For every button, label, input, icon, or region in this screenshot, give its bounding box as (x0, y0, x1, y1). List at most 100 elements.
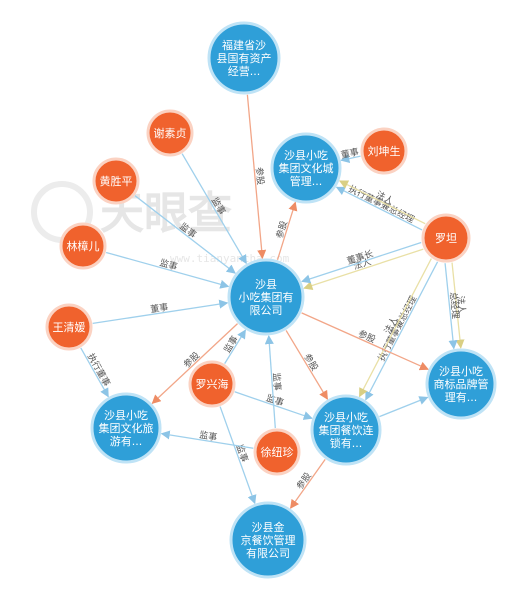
node-label: 罗兴海 (196, 377, 229, 391)
edge-line (285, 330, 329, 400)
edge-label: 监事 (264, 392, 285, 409)
node-circle[interactable] (92, 157, 140, 205)
person-node-luoxh[interactable]: 罗兴海 (188, 360, 236, 408)
node-label: 管理... (290, 174, 323, 188)
person-node-xie[interactable]: 谢素贞 (146, 109, 194, 157)
edge-wang-center: 董事 (92, 299, 229, 325)
edge-line (80, 347, 109, 398)
edge-line (444, 263, 458, 350)
edge-line (335, 186, 423, 231)
edge-line (303, 248, 424, 290)
edge-label: 法人 (454, 295, 468, 314)
edge-line (181, 153, 247, 265)
edge-line (451, 262, 465, 349)
company-node-pinpai[interactable]: 沙县小吃商标品牌管理有... (425, 348, 497, 420)
person-node-lin[interactable]: 林樟儿 (59, 222, 107, 270)
node-label: 谢素贞 (154, 126, 187, 140)
edge-line (134, 195, 236, 274)
company-node-lvyou[interactable]: 沙县小吃集团文化旅游有... (90, 392, 162, 464)
node-circle[interactable] (90, 392, 162, 464)
node-label: 游有... (110, 434, 143, 448)
edge-xu-lvyou: 监事 (160, 429, 254, 449)
edge-label: 董事 (150, 301, 170, 316)
node-label: 罗坦 (435, 231, 457, 245)
edge-luo-center: 董事长 (301, 241, 422, 284)
edge-line (301, 312, 429, 371)
node-label: 沙县小吃 (324, 411, 368, 424)
edge-line (160, 430, 254, 449)
edge-line (365, 261, 439, 401)
edge-fujian-center: 参股 (246, 94, 267, 260)
node-circle[interactable] (425, 348, 497, 420)
edge-luo-canyin: 法人 (358, 258, 432, 398)
node-circle[interactable] (207, 21, 281, 95)
edge-label: 参股 (273, 219, 290, 240)
edge-line (276, 201, 298, 260)
node-label: 锁有... (330, 436, 363, 450)
node-label: 京餐饮管理 (241, 533, 296, 547)
edge-line (246, 94, 267, 260)
edge-label: 参股 (253, 167, 267, 186)
edge-canyin-jinjing: 参股 (290, 458, 326, 509)
node-circle[interactable] (360, 127, 408, 175)
edge-label: 参股 (301, 351, 321, 373)
person-node-liu[interactable]: 刘坤生 (360, 127, 408, 175)
edge-line (290, 458, 326, 509)
edge-label: 监事 (270, 372, 283, 391)
nodes-layer: 福建省沙县国有资产经营...沙县小吃集团有限公司沙县小吃集团文化城管理...沙县… (45, 21, 497, 579)
node-circle[interactable] (310, 394, 382, 466)
node-circle[interactable] (59, 222, 107, 270)
edge-label: 参股 (294, 470, 314, 492)
company-node-canyin[interactable]: 沙县小吃集团餐饮连锁有... (310, 394, 382, 466)
company-node-wenhua[interactable]: 沙县小吃集团文化城管理... (270, 132, 342, 204)
node-circle[interactable] (45, 303, 93, 351)
node-label: 集团文化城 (279, 161, 334, 175)
node-circle[interactable] (227, 258, 305, 336)
edge-line (340, 154, 361, 164)
node-label: 商标品牌管 (434, 377, 489, 391)
edge-line (219, 406, 257, 505)
edge-canyin-pinpai (379, 396, 429, 418)
edge-line (301, 241, 422, 284)
node-label: 沙县金 (252, 520, 285, 534)
edge-label: 参股 (356, 327, 377, 345)
edge-line (358, 258, 432, 398)
edge-label: 执行董事 (85, 351, 113, 388)
person-node-huang[interactable]: 黄胜平 (92, 157, 140, 205)
edge-luo-pinpai: 法人 (451, 262, 468, 349)
node-label: 林樟儿 (67, 239, 100, 253)
node-label: 福建省沙 (222, 38, 266, 52)
node-label: 有限公司 (246, 546, 290, 560)
edge-luoxh-jinjing: 监事 (219, 406, 257, 505)
edge-line (224, 329, 246, 364)
edge-label: 董事 (340, 146, 360, 162)
node-circle[interactable] (253, 428, 301, 476)
edge-line (379, 396, 429, 418)
company-node-fujian[interactable]: 福建省沙县国有资产经营... (207, 21, 281, 95)
node-circle[interactable] (146, 109, 194, 157)
edge-wang-lvyou: 执行董事 (80, 347, 113, 398)
node-label: 限公司 (250, 304, 283, 317)
node-label: 小吃集团有 (239, 290, 294, 304)
node-circle[interactable] (229, 501, 307, 579)
person-node-wang[interactable]: 王清媛 (45, 303, 93, 351)
node-label: 王清媛 (53, 320, 86, 334)
edge-luo-pinpai: 总经理 (444, 263, 462, 350)
person-node-luo[interactable]: 罗坦 (421, 213, 471, 263)
edge-center-canyin: 参股 (285, 330, 329, 400)
node-label: 县国有资产 (217, 51, 272, 65)
edge-label: 监事 (198, 429, 218, 444)
edge-luo-wenhua: 法人 (338, 180, 426, 225)
person-node-xu[interactable]: 徐纽珍 (253, 428, 301, 476)
edge-line (92, 299, 229, 325)
node-circle[interactable] (270, 132, 342, 204)
edge-label: 总经理 (447, 291, 462, 319)
node-circle[interactable] (188, 360, 236, 408)
node-circle[interactable] (421, 213, 471, 263)
node-label: 黄胜平 (100, 174, 133, 188)
edge-line (151, 323, 238, 405)
